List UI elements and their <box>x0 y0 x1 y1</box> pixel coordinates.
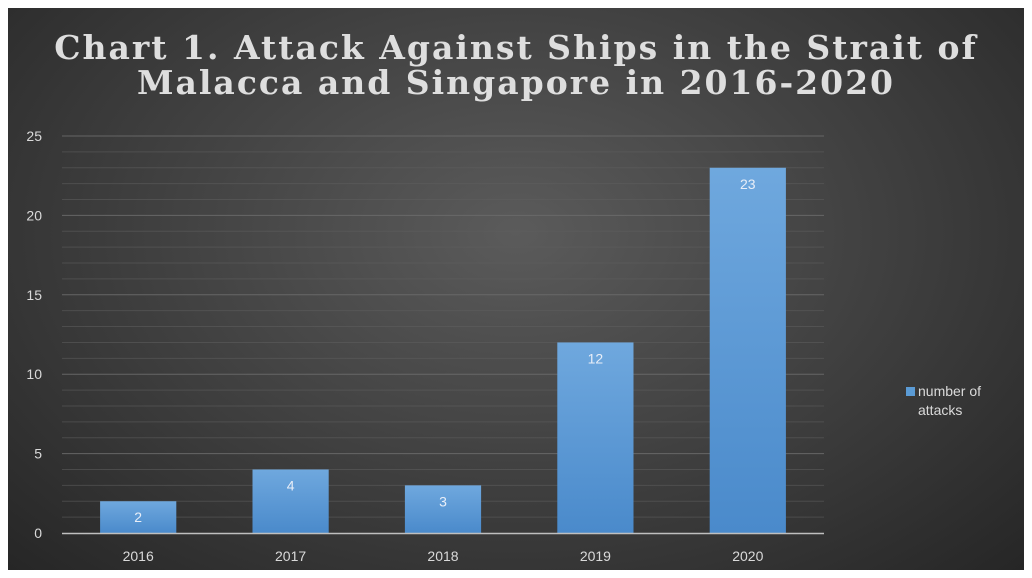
x-tick-label: 2016 <box>123 548 154 564</box>
bar <box>709 167 786 533</box>
gridlines <box>62 135 824 518</box>
bars <box>100 167 786 533</box>
chart-title-line-1: Chart 1. Attack Against Ships in the Str… <box>54 28 978 67</box>
y-tick-label: 15 <box>26 287 42 303</box>
data-label: 3 <box>439 493 447 509</box>
chart-title-line-2: Malacca and Singapore in 2016-2020 <box>136 63 895 102</box>
bar-chart: 0 5 10 15 20 25 2 2016 4 2017 3 2018 12 2019 23 2020 <box>26 128 824 564</box>
legend-label: number of attacks <box>918 383 982 418</box>
chart-area: Chart 1. Attack Against Ships in the Str… <box>8 8 1024 570</box>
bar <box>252 469 329 533</box>
x-tick-label: 2018 <box>427 548 458 564</box>
x-tick-label: 2019 <box>580 548 611 564</box>
labels: 0 5 10 15 20 25 2 2016 4 2017 3 2018 12 2019 23 2020 <box>26 128 763 564</box>
y-tick-label: 20 <box>26 207 42 223</box>
bar <box>404 485 482 533</box>
y-tick-label: 0 <box>34 525 42 541</box>
data-label: 12 <box>588 350 604 366</box>
bar <box>100 501 177 533</box>
x-tick-label: 2017 <box>275 548 306 564</box>
chart-title: Chart 1. Attack Against Ships in the Str… <box>8 30 1024 100</box>
y-tick-label: 25 <box>26 128 42 144</box>
bar <box>557 342 634 533</box>
data-label: 2 <box>134 509 142 525</box>
x-tick-label: 2020 <box>732 548 763 564</box>
legend-swatch <box>906 387 915 396</box>
y-tick-label: 10 <box>26 366 42 382</box>
data-label: 4 <box>287 477 295 493</box>
legend: number of attacks <box>906 382 1016 420</box>
y-tick-label: 5 <box>34 446 42 462</box>
data-label: 23 <box>740 176 756 192</box>
